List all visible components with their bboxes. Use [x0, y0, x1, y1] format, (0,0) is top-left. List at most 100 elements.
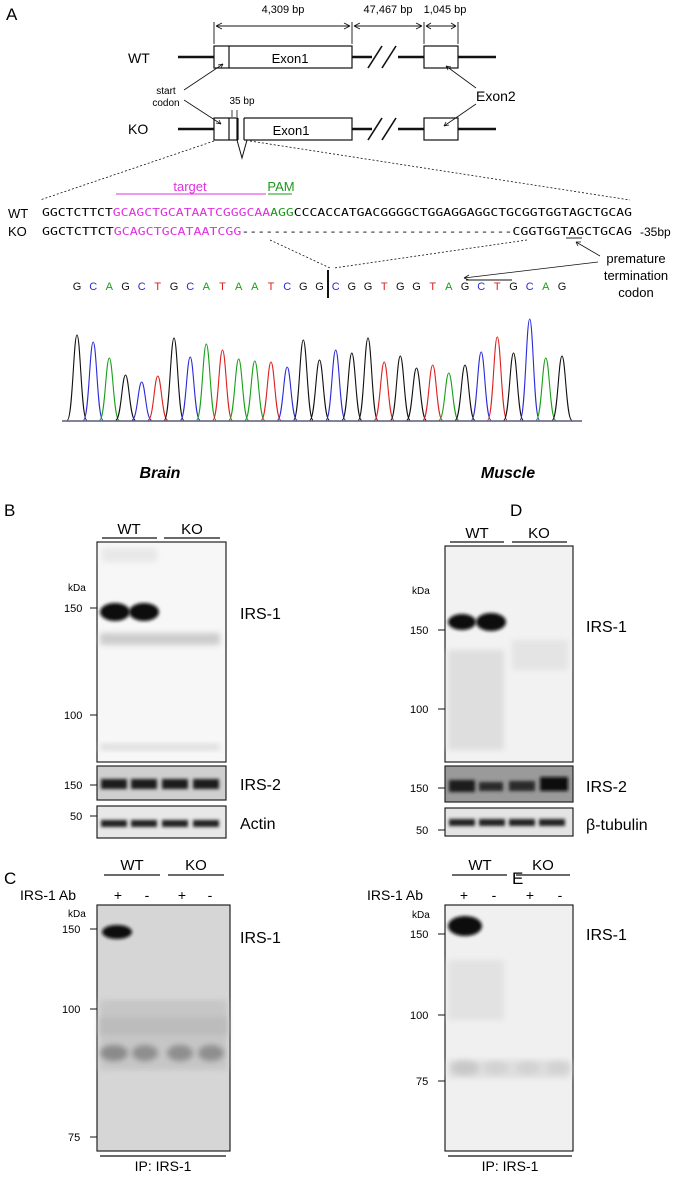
e-kda-label: kDa — [412, 910, 430, 921]
trace-peak-12 — [260, 361, 282, 421]
trace-peak-19 — [373, 361, 395, 421]
trace-peak-30 — [551, 355, 573, 421]
c-ab-label: IRS-1 Ab — [20, 887, 76, 903]
base-call-4: C — [138, 281, 146, 293]
trace-peak-2 — [99, 357, 120, 421]
base-call-26: T — [494, 281, 501, 293]
base-call-10: A — [235, 281, 243, 293]
b-wt-label: WT — [117, 521, 140, 538]
c-wt-label: WT — [120, 857, 143, 874]
chromatogram-trace — [66, 318, 573, 421]
distance-markers — [213, 22, 459, 44]
deletion-note: -35bp — [640, 225, 671, 239]
trace-peak-24 — [454, 364, 476, 421]
trace-peak-23 — [438, 372, 460, 421]
ko-gene-model — [178, 110, 496, 160]
base-call-12: T — [268, 281, 275, 293]
c-blot — [96, 904, 231, 1152]
base-call-21: G — [412, 281, 421, 293]
wt-seq-pam: AGG — [270, 207, 294, 219]
ko-seq-label: KO — [8, 224, 27, 239]
distance-exon1: 4,309 bp — [262, 4, 305, 16]
trace-peak-1 — [82, 341, 104, 421]
wt-gene-model — [178, 45, 496, 69]
b-strip1-blot — [96, 765, 227, 801]
c-lane4-sign: - — [208, 887, 213, 903]
trace-peak-27 — [503, 352, 524, 421]
distance-exon2: 1,045 bp — [424, 4, 467, 16]
trace-peak-5 — [147, 375, 169, 421]
base-call-8: A — [203, 281, 211, 293]
d-kda-label: kDa — [412, 586, 430, 597]
trace-peak-7 — [179, 356, 201, 421]
panel-letter-c: C — [4, 869, 16, 888]
b-mark-150: 150 — [64, 603, 82, 615]
e-lane1-sign: + — [460, 887, 468, 903]
trace-peak-28 — [519, 318, 540, 421]
trace-peak-8 — [196, 343, 217, 421]
base-call-9: T — [219, 281, 226, 293]
start-codon-pointers — [183, 63, 224, 125]
base-call-24: G — [461, 281, 470, 293]
e-wt-label: WT — [468, 857, 491, 874]
base-call-28: C — [526, 281, 534, 293]
ko-seq-rest: CGGTGGTAGCTGCAG — [512, 226, 632, 238]
e-mark-75: 75 — [416, 1076, 428, 1088]
ko-deletion-gap — [238, 117, 244, 141]
b-ko-label: KO — [181, 521, 203, 538]
base-call-7: C — [186, 281, 194, 293]
base-call-1: C — [89, 281, 97, 293]
base-call-14: G — [299, 281, 308, 293]
e-ip-label: IP: IRS-1 — [482, 1158, 539, 1174]
deletion-size-label: 35 bp — [229, 96, 254, 107]
d-strip1-mark: 150 — [410, 783, 428, 795]
panel-letter-a: A — [6, 5, 18, 24]
c-ip-label: IP: IRS-1 — [135, 1158, 192, 1174]
panel-letter-d: D — [510, 501, 522, 520]
d-ko-label: KO — [528, 525, 550, 542]
trace-peak-13 — [276, 366, 298, 421]
trace-peak-9 — [212, 349, 233, 421]
base-call-29: A — [542, 281, 550, 293]
c-ko-label: KO — [185, 857, 207, 874]
b-main-blot — [96, 541, 227, 763]
base-call-13: C — [283, 281, 291, 293]
panel-letter-b: B — [4, 501, 15, 520]
base-call-0: G — [73, 281, 82, 293]
base-call-6: G — [170, 281, 179, 293]
d-strip1-blot — [444, 765, 574, 803]
target-label: target — [173, 179, 207, 194]
c-lane1-sign: + — [114, 887, 122, 903]
e-ko-label: KO — [532, 857, 554, 874]
b-main-label: IRS-1 — [240, 606, 281, 623]
wt-seq-prefix: GGCTCTTCT — [42, 207, 114, 219]
d-strip2-blot — [444, 807, 574, 837]
junction-lines — [269, 239, 528, 269]
distance-intron: 47,467 bp — [364, 4, 413, 16]
base-call-25: C — [477, 281, 485, 293]
b-strip1-label: IRS-2 — [240, 777, 281, 794]
d-strip2-mark: 50 — [416, 825, 428, 837]
trace-peak-29 — [535, 357, 557, 421]
e-ab-label: IRS-1 Ab — [367, 887, 423, 903]
trace-peak-3 — [115, 374, 136, 421]
base-call-11: A — [251, 281, 259, 293]
trace-peak-11 — [244, 360, 266, 421]
ptc-label-line2: termination — [604, 268, 668, 283]
exon2-pointers — [443, 65, 477, 127]
b-strip1-mark: 150 — [64, 780, 82, 792]
wt-seq-label: WT — [8, 206, 28, 221]
trace-peak-16 — [325, 349, 346, 421]
c-label: IRS-1 — [240, 930, 281, 947]
base-call-3: G — [121, 281, 130, 293]
exon2-label: Exon2 — [476, 88, 516, 104]
wt-exon1-label: Exon1 — [272, 51, 309, 66]
base-call-15: G — [315, 281, 324, 293]
ptc-arrows — [463, 241, 601, 281]
zoom-lines — [39, 140, 631, 201]
c-lane2-sign: - — [145, 887, 150, 903]
d-mark-100: 100 — [410, 704, 428, 716]
ko-sequence: GGCTCTTCT GCAGCTGCATAATCGG ---------------… — [42, 226, 632, 238]
trace-peak-15 — [309, 359, 330, 421]
